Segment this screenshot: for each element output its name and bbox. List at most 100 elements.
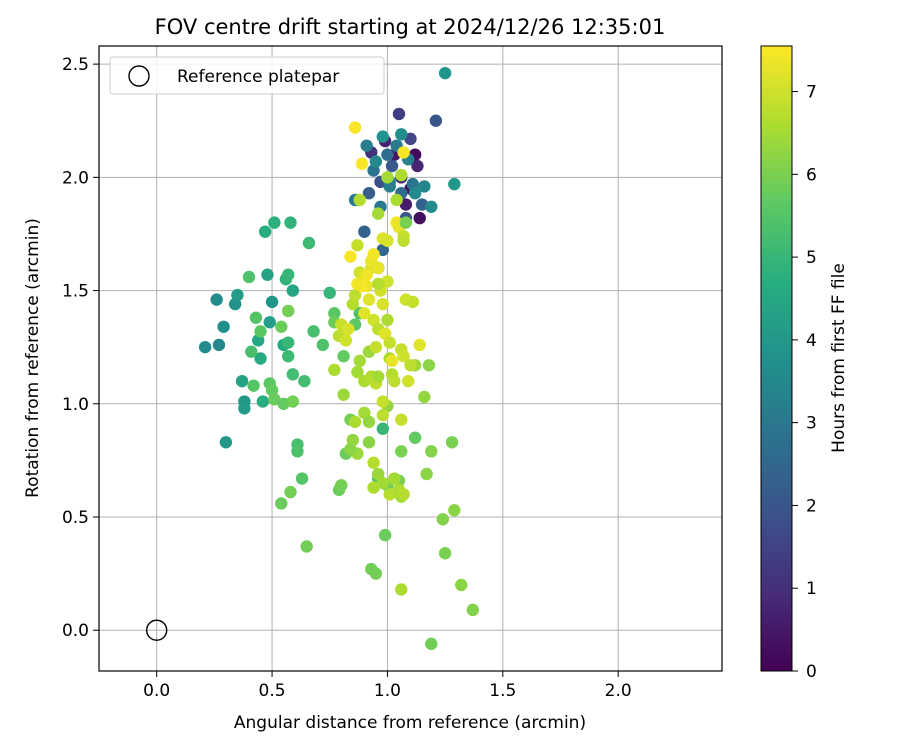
- x-axis-label: Angular distance from reference (arcmin): [234, 713, 586, 733]
- colorbar-tick-label: 1: [806, 579, 817, 599]
- colorbar-tick-label: 6: [806, 165, 817, 185]
- data-point: [358, 225, 371, 238]
- data-point: [392, 107, 406, 121]
- data-point: [362, 186, 376, 200]
- data-point: [411, 159, 424, 173]
- data-point: [355, 157, 369, 170]
- data-point: [275, 320, 288, 333]
- data-point: [395, 128, 408, 141]
- y-axis-label: Rotation from reference (arcmin): [23, 218, 43, 498]
- data-point: [351, 365, 364, 379]
- data-point: [286, 284, 300, 297]
- data-point: [348, 121, 362, 134]
- data-point: [425, 637, 438, 651]
- data-point: [371, 261, 385, 275]
- data-point: [397, 488, 410, 501]
- data-point: [381, 313, 394, 327]
- data-point: [367, 456, 380, 469]
- data-point: [371, 277, 385, 290]
- x-tick-label: 1.5: [489, 681, 516, 701]
- data-point: [367, 481, 380, 494]
- data-point: [286, 395, 300, 408]
- colorbar-tick-label: 0: [806, 662, 817, 682]
- data-point: [385, 159, 399, 173]
- data-point: [376, 422, 390, 435]
- data-point: [376, 130, 390, 143]
- colorbar-tick-label: 2: [806, 496, 817, 516]
- data-point: [282, 268, 295, 281]
- data-point: [408, 431, 422, 444]
- colorbar-tick-label: 5: [806, 248, 817, 268]
- data-point: [275, 497, 288, 510]
- data-point: [256, 395, 270, 408]
- data-point: [388, 472, 401, 485]
- data-point: [448, 504, 461, 517]
- data-point: [381, 171, 394, 184]
- data-point: [300, 540, 313, 553]
- y-tick-label: 1.0: [62, 395, 89, 415]
- data-point: [425, 200, 438, 213]
- data-point: [383, 336, 396, 349]
- data-point: [295, 472, 309, 485]
- data-point: [337, 350, 350, 363]
- data-point: [371, 207, 385, 220]
- data-point: [438, 547, 452, 560]
- data-point: [328, 363, 341, 377]
- data-point: [369, 567, 383, 580]
- reference-marker-layer: [145, 619, 168, 641]
- data-point: [445, 436, 459, 449]
- data-point: [422, 359, 436, 372]
- data-point: [367, 248, 380, 261]
- data-point: [369, 340, 383, 354]
- data-point: [353, 354, 366, 367]
- y-axis-ticks: 0.0 0.5 1.0 1.5 2.0 2.5: [62, 55, 99, 641]
- data-point: [418, 390, 431, 404]
- data-point: [302, 236, 316, 250]
- data-point: [381, 234, 394, 247]
- data-point: [342, 322, 355, 336]
- data-point: [265, 295, 279, 309]
- data-point: [238, 402, 251, 415]
- y-tick-label: 2.0: [62, 168, 89, 188]
- colorbar-gradient: [760, 45, 793, 672]
- data-point: [298, 374, 311, 388]
- data-point: [390, 193, 403, 207]
- data-point: [286, 368, 300, 381]
- data-point: [395, 168, 408, 182]
- data-point: [383, 488, 396, 501]
- data-point: [198, 340, 212, 354]
- legend-entry-reference-platepar: Reference platepar: [177, 67, 339, 87]
- data-point: [242, 270, 256, 284]
- data-point: [448, 177, 461, 191]
- data-point: [245, 345, 258, 358]
- data-point: [258, 225, 272, 238]
- colorbar-tick-label: 3: [806, 414, 817, 434]
- data-point: [217, 320, 230, 333]
- data-point: [455, 578, 468, 592]
- data-point: [307, 325, 320, 338]
- data-point: [353, 193, 366, 207]
- legend-marker-icon: [128, 65, 150, 87]
- colorbar-ticks: 0 1 2 3 4 5 6 7: [792, 83, 817, 682]
- y-tick-label: 1.5: [62, 282, 89, 302]
- data-point: [210, 293, 223, 306]
- data-point: [369, 155, 383, 168]
- legend: Reference platepar: [109, 56, 385, 95]
- data-point: [316, 338, 330, 352]
- data-point: [337, 388, 350, 401]
- data-point: [418, 180, 431, 193]
- data-point: [254, 325, 267, 338]
- data-point: [413, 338, 426, 352]
- data-point: [348, 288, 362, 302]
- data-point: [438, 66, 452, 80]
- y-tick-label: 2.5: [62, 55, 89, 75]
- plot-frame: [98, 45, 723, 672]
- data-point: [413, 211, 426, 225]
- x-axis-ticks: 0.0 0.5 1.0 1.5 2.0: [143, 671, 632, 701]
- data-point: [420, 467, 433, 481]
- legend-box: [109, 56, 385, 95]
- chart-title: FOV centre drift starting at 2024/12/26 …: [155, 15, 666, 39]
- data-point: [335, 479, 348, 492]
